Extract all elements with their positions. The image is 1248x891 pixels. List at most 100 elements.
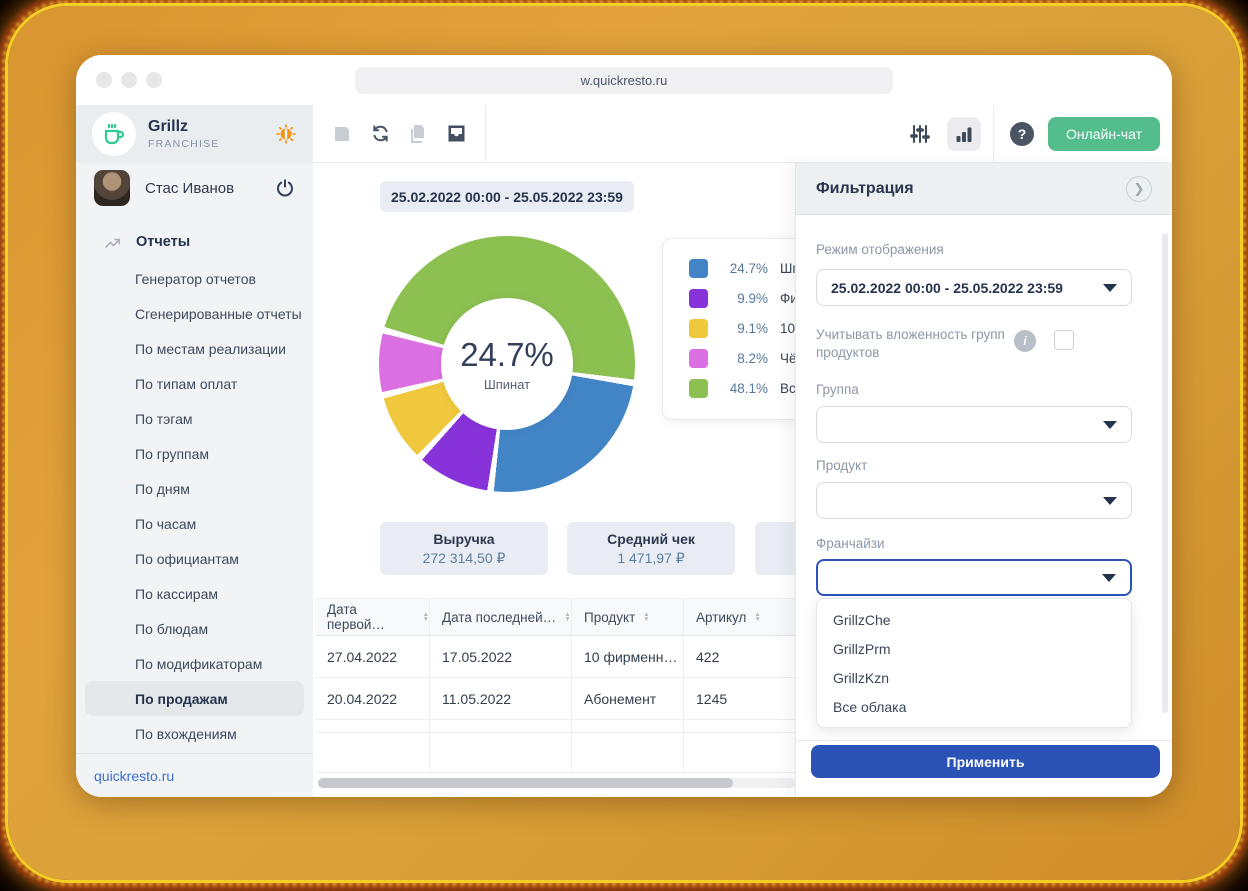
legend-item[interactable]: 24.7% Шпи [689,253,873,283]
donut-center: 24.7% Шпинат [441,298,573,430]
product-select[interactable] [816,482,1132,519]
sidebar-item-generated-reports[interactable]: Сгенерированные отчеты [135,305,302,322]
sidebar-item-by-groups[interactable]: По группам [135,445,210,462]
brand-type: FRANCHISE [148,138,220,150]
group-label: Группа [816,382,859,397]
copy-button[interactable] [401,117,435,151]
window-control-dot[interactable] [146,72,162,88]
brand-name: Grillz [148,118,189,135]
stat-card-average-check: Средний чек 1 471,97 ₽ [567,522,735,575]
filter-title: Фильтрация [816,179,914,197]
sidebar-section-reports[interactable]: Отчеты [76,223,313,261]
cell-last-date: 11.05.2022 [430,678,572,720]
stat-title: Средний чек [607,530,695,547]
column-header-product[interactable]: Продукт [572,598,684,636]
cell-product: 10 фирменн… [572,636,684,678]
donut-chart[interactable]: 24.7% Шпинат [379,236,635,492]
sidebar-item-by-sales[interactable]: По продажам [85,681,304,716]
option-grillzche[interactable]: GrillzChe [833,611,891,628]
quickresto-link[interactable]: quickresto.ru [94,767,175,784]
sidebar-item-by-payment-types[interactable]: По типам оплат [135,375,238,392]
legend-pct: 24.7% [729,260,768,276]
report-content: 25.02.2022 00:00 - 25.05.2022 23:59 24.7… [313,163,923,797]
refresh-button[interactable] [363,117,397,151]
sidebar-section-label: Отчеты [136,234,191,250]
sidebar-item-by-days[interactable]: По дням [135,480,190,497]
filter-settings-button[interactable] [903,117,937,151]
column-header-last-date[interactable]: Дата последней… [430,598,572,636]
sidebar-item-by-locations[interactable]: По местам реализации [135,340,286,357]
option-grillzkzn[interactable]: GrillzKzn [833,669,890,686]
window-control-dot[interactable] [121,72,137,88]
browser-window: w.quickresto.ru Grillz FRANCHISE Стас Ив… [76,55,1172,797]
chart-view-button[interactable] [947,116,982,151]
sliders-icon [910,124,930,144]
export-button[interactable] [439,117,473,151]
panel-scrollbar[interactable] [1162,233,1168,713]
legend-pct: 9.9% [737,290,768,306]
download-tray-icon [446,123,467,144]
cell-first-date: 20.04.2022 [315,678,430,720]
coffee-cup-icon [101,121,127,147]
date-range-pill[interactable]: 25.02.2022 00:00 - 25.05.2022 23:59 [380,181,634,212]
sidebar-item-by-cashiers[interactable]: По кассирам [135,585,218,602]
legend-item[interactable]: 48.1% Все [689,373,873,403]
info-icon[interactable]: i [1014,330,1036,352]
toolbar-divider [485,104,486,163]
legend-pct: 9.1% [737,320,768,336]
main-toolbar: ? Онлайн-чат [313,104,1172,163]
save-button[interactable] [325,117,359,151]
stat-cards: Выручка 272 314,50 ₽ Средний чек 1 471,9… [313,522,923,575]
window-control-dot[interactable] [96,72,112,88]
donut-center-value: 24.7% [460,336,554,373]
sales-table: Дата первой… Дата последней… Продукт Арт… [315,598,884,773]
column-header-first-date[interactable]: Дата первой… [315,598,430,636]
sidebar-item-report-generator[interactable]: Генератор отчетов [135,270,256,287]
brand-logo [92,112,136,156]
group-select[interactable] [816,406,1132,443]
display-mode-select[interactable]: 25.02.2022 00:00 - 25.05.2022 23:59 [816,269,1132,306]
sidebar-item-by-hours[interactable]: По часам [135,515,197,532]
franchise-options-dropdown: GrillzChe GrillzPrm GrillzKzn Все облака [816,598,1132,728]
sort-icon [564,612,570,622]
chevron-right-circle-icon[interactable]: ❯ [1126,175,1152,202]
panel-divider [796,740,1172,741]
stat-title: Выручка [433,530,495,547]
franchise-label: Франчайзи [816,536,885,551]
stat-card-revenue: Выручка 272 314,50 ₽ [380,522,548,575]
product-label: Продукт [816,458,868,473]
logout-power-icon[interactable] [275,178,295,198]
online-chat-button[interactable]: Онлайн-чат [1048,116,1160,151]
apply-button[interactable]: Применить [811,745,1160,778]
franchise-select[interactable] [816,559,1132,596]
sidebar-item-by-dishes[interactable]: По блюдам [135,620,209,637]
help-button[interactable]: ? [1010,121,1035,146]
brightness-sun-icon[interactable] [275,123,297,145]
display-mode-value: 25.02.2022 00:00 - 25.05.2022 23:59 [831,279,1063,296]
legend-swatch [689,288,708,308]
option-grillzprm[interactable]: GrillzPrm [833,640,891,657]
display-mode-label: Режим отображения [816,242,944,257]
scrollbar-thumb[interactable] [318,778,733,788]
sidebar-item-by-waiters[interactable]: По официантам [135,550,239,567]
stat-value: 1 471,97 ₽ [617,549,685,566]
sort-icon [423,612,429,622]
sidebar-item-by-modifiers[interactable]: По модификаторам [135,655,263,672]
sidebar-item-by-tags[interactable]: По тэгам [135,410,193,427]
address-bar[interactable]: w.quickresto.ru [355,67,893,94]
cell-product: Абонемент [572,678,684,720]
user-row: Стас Иванов [76,163,313,213]
filter-panel: Фильтрация ❯ Режим отображения 25.02.202… [795,163,1172,797]
chevron-down-icon [1102,573,1116,582]
trend-up-icon [104,234,121,251]
user-name: Стас Иванов [145,179,235,197]
chevron-down-icon [1103,283,1117,292]
filter-panel-header: Фильтрация ❯ [796,163,1172,215]
chevron-down-icon [1103,496,1117,505]
refresh-icon [370,123,391,144]
option-all-clouds[interactable]: Все облака [833,698,907,715]
sidebar-item-by-entries[interactable]: По вхождениям [135,725,237,742]
horizontal-scrollbar[interactable] [318,778,795,788]
cell-last-date: 17.05.2022 [430,636,572,678]
nesting-checkbox[interactable] [1054,330,1074,350]
